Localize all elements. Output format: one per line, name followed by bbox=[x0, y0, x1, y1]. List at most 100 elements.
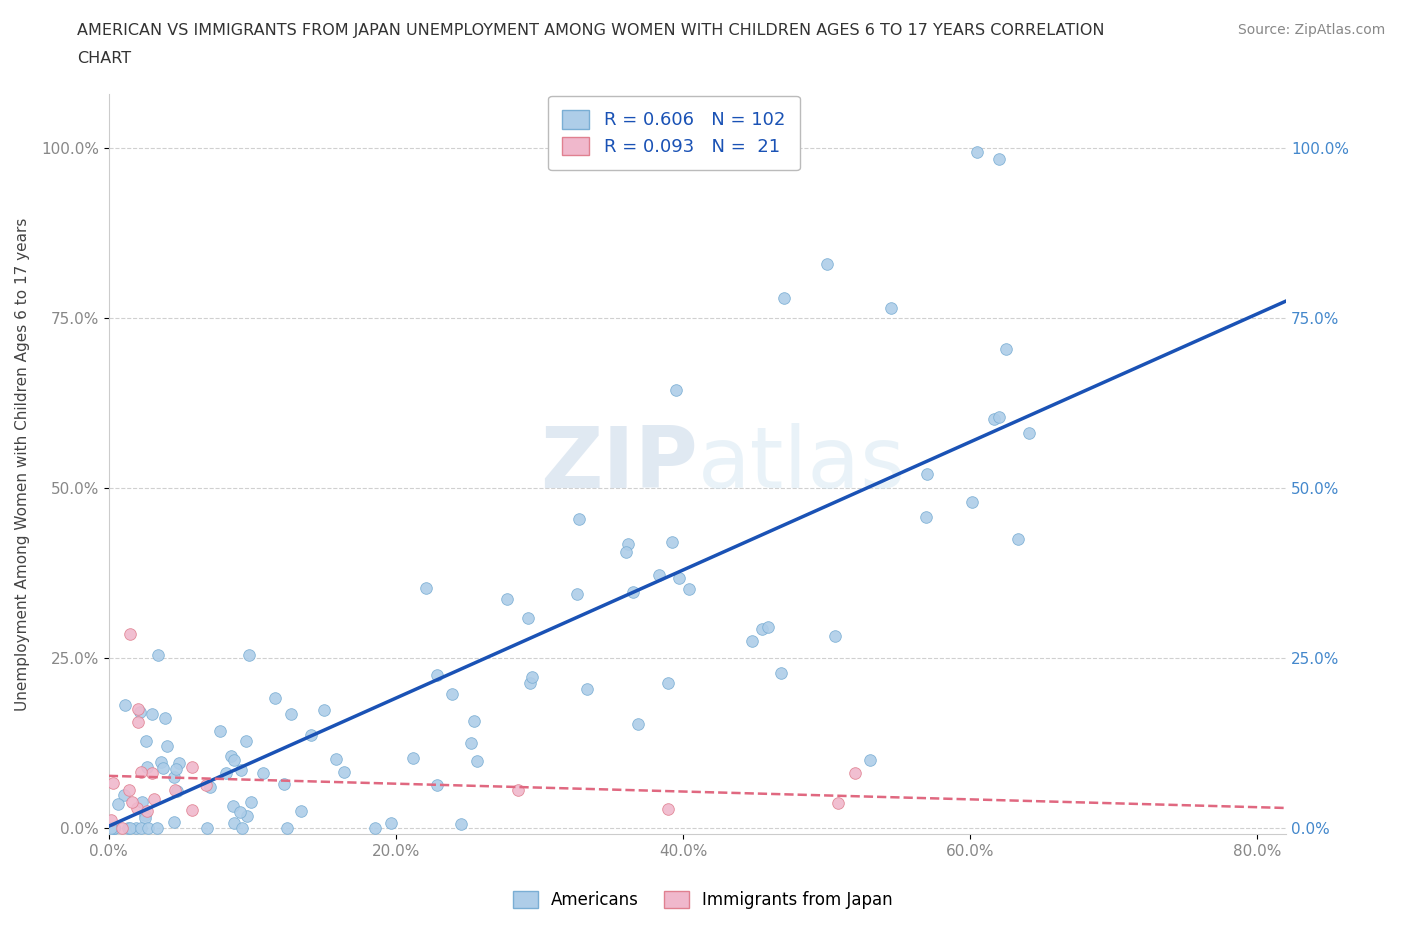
Point bbox=[103, 820, 125, 835]
Point bbox=[209, 724, 232, 738]
Point bbox=[415, 580, 437, 595]
Point bbox=[136, 804, 159, 818]
Point bbox=[222, 799, 245, 814]
Point bbox=[231, 763, 253, 777]
Point bbox=[520, 670, 543, 684]
Point bbox=[141, 766, 163, 781]
Point bbox=[519, 675, 541, 690]
Point bbox=[299, 727, 322, 742]
Point bbox=[987, 409, 1010, 424]
Point bbox=[131, 795, 153, 810]
Point bbox=[100, 813, 122, 828]
Point bbox=[665, 382, 688, 397]
Point bbox=[621, 585, 644, 600]
Point bbox=[134, 807, 156, 822]
Point bbox=[463, 713, 485, 728]
Point bbox=[135, 734, 157, 749]
Point bbox=[276, 820, 298, 835]
Point bbox=[914, 510, 936, 525]
Point bbox=[231, 820, 253, 835]
Point bbox=[380, 816, 402, 830]
Point bbox=[426, 777, 449, 792]
Point bbox=[273, 777, 295, 791]
Point bbox=[155, 738, 177, 753]
Point bbox=[657, 676, 679, 691]
Point bbox=[264, 690, 287, 705]
Point bbox=[678, 582, 700, 597]
Point bbox=[235, 809, 257, 824]
Point bbox=[240, 794, 263, 809]
Point bbox=[117, 820, 139, 835]
Point bbox=[112, 788, 135, 803]
Point bbox=[983, 412, 1005, 427]
Point bbox=[167, 756, 190, 771]
Point bbox=[215, 766, 238, 781]
Point bbox=[495, 591, 517, 606]
Point bbox=[915, 467, 938, 482]
Point bbox=[741, 633, 763, 648]
Point bbox=[325, 751, 347, 766]
Point bbox=[136, 759, 159, 774]
Point bbox=[280, 706, 302, 721]
Point bbox=[440, 686, 463, 701]
Point bbox=[402, 751, 425, 765]
Point bbox=[127, 715, 149, 730]
Point bbox=[465, 753, 488, 768]
Point bbox=[198, 779, 221, 794]
Point bbox=[238, 647, 260, 662]
Point bbox=[661, 535, 683, 550]
Point bbox=[120, 627, 142, 642]
Point bbox=[844, 766, 866, 781]
Text: AMERICAN VS IMMIGRANTS FROM JAPAN UNEMPLOYMENT AMONG WOMEN WITH CHILDREN AGES 6 : AMERICAN VS IMMIGRANTS FROM JAPAN UNEMPL… bbox=[77, 23, 1105, 38]
Point bbox=[143, 791, 166, 806]
Point bbox=[166, 783, 188, 798]
Point bbox=[149, 754, 172, 769]
Point bbox=[576, 682, 599, 697]
Point bbox=[987, 152, 1010, 166]
Point bbox=[195, 777, 218, 792]
Point bbox=[114, 698, 136, 712]
Point bbox=[181, 760, 204, 775]
Point bbox=[229, 804, 252, 819]
Point bbox=[506, 782, 529, 797]
Point bbox=[118, 820, 141, 835]
Point bbox=[195, 820, 218, 835]
Point bbox=[364, 820, 387, 835]
Point bbox=[290, 804, 312, 818]
Point bbox=[131, 764, 153, 779]
Point bbox=[136, 820, 159, 835]
Point bbox=[966, 144, 988, 159]
Point bbox=[426, 668, 449, 683]
Point bbox=[117, 783, 139, 798]
Point bbox=[568, 512, 591, 526]
Point bbox=[146, 820, 169, 835]
Point bbox=[880, 300, 903, 315]
Point bbox=[824, 629, 846, 644]
Point bbox=[772, 290, 794, 305]
Point bbox=[107, 796, 129, 811]
Point bbox=[141, 707, 163, 722]
Point bbox=[1007, 531, 1029, 546]
Point bbox=[219, 748, 242, 763]
Point bbox=[565, 587, 588, 602]
Point bbox=[859, 752, 882, 767]
Point bbox=[152, 761, 174, 776]
Point bbox=[617, 537, 640, 551]
Point bbox=[111, 820, 134, 835]
Point bbox=[1018, 425, 1040, 440]
Point bbox=[165, 783, 187, 798]
Point bbox=[614, 544, 637, 559]
Text: Source: ZipAtlas.com: Source: ZipAtlas.com bbox=[1237, 23, 1385, 37]
Point bbox=[647, 567, 669, 582]
Point bbox=[450, 817, 472, 831]
Point bbox=[146, 648, 169, 663]
Point bbox=[770, 665, 793, 680]
Point bbox=[657, 802, 679, 817]
Point bbox=[516, 610, 538, 625]
Point bbox=[222, 816, 245, 830]
Point bbox=[180, 803, 202, 817]
Point bbox=[121, 794, 143, 809]
Point bbox=[125, 820, 148, 835]
Point bbox=[756, 620, 779, 635]
Point bbox=[751, 622, 773, 637]
